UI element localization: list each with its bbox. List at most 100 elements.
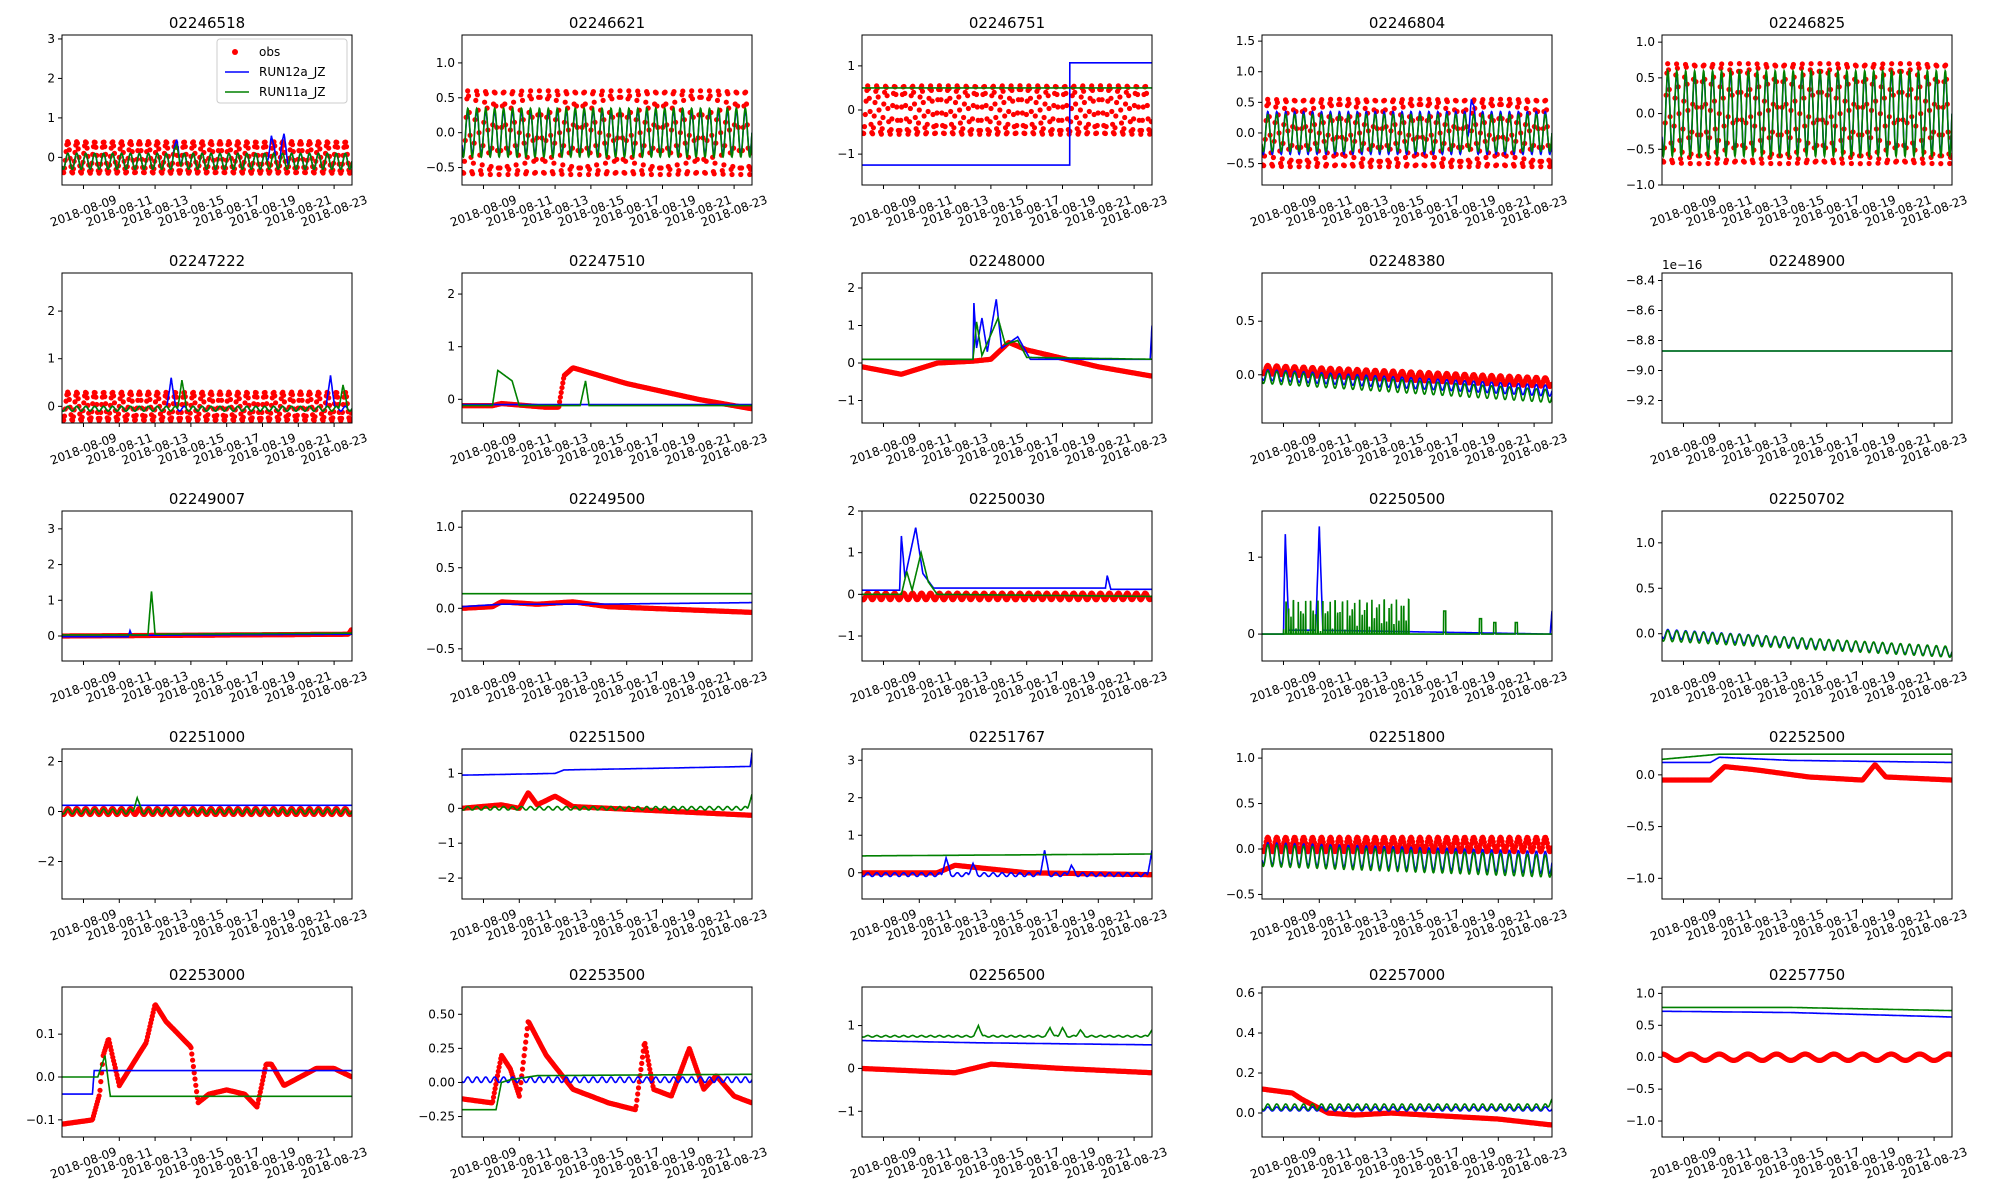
obs-point <box>120 399 126 405</box>
obs-point <box>1301 97 1307 103</box>
obs-point <box>303 413 309 419</box>
obs-point <box>231 170 237 176</box>
obs-point <box>1817 61 1823 67</box>
obs-point <box>1274 99 1280 106</box>
obs-point <box>1010 98 1016 104</box>
obs-point <box>1529 164 1535 170</box>
obs-point <box>1745 61 1751 67</box>
obs-point <box>101 389 107 396</box>
obs-point <box>343 139 349 145</box>
obs-point <box>1431 154 1438 161</box>
obs-point <box>681 97 687 103</box>
obs-point <box>235 140 242 146</box>
obs-point <box>227 396 234 403</box>
obs-point <box>251 401 257 407</box>
y-tick-label: −8.8 <box>1626 334 1655 348</box>
obs-point <box>164 140 170 146</box>
obs-point <box>67 404 73 410</box>
obs-point <box>573 90 579 96</box>
obs-point <box>65 391 72 397</box>
obs-point <box>339 415 345 421</box>
obs-point <box>885 105 891 112</box>
obs-point <box>219 397 225 403</box>
obs-point <box>1144 102 1150 109</box>
obs-point <box>536 88 543 94</box>
obs-point <box>1108 95 1114 101</box>
obs-point <box>747 171 752 178</box>
obs-point <box>929 98 935 104</box>
obs-point <box>867 108 873 115</box>
obs-point <box>74 390 80 396</box>
obs-point <box>1359 163 1365 169</box>
run12-line <box>862 527 1152 591</box>
obs-point <box>870 131 876 137</box>
obs-point <box>90 401 96 407</box>
obs-point <box>1031 125 1038 131</box>
obs-point <box>137 141 143 147</box>
obs-point <box>523 169 530 175</box>
obs-point <box>631 160 638 166</box>
obs-point <box>559 385 565 391</box>
obs-point <box>657 171 663 178</box>
subplot-02248380: 022483800.00.52018-08-092018-08-112018-0… <box>1236 252 1569 468</box>
obs-point <box>1534 98 1540 104</box>
obs-point <box>1013 130 1019 136</box>
y-tick-label: −1 <box>837 147 855 161</box>
obs-point <box>1094 122 1100 129</box>
obs-point <box>1417 96 1423 102</box>
obs-point <box>1143 90 1150 96</box>
obs-point <box>1126 93 1132 99</box>
obs-point <box>195 169 201 175</box>
obs-point <box>1319 104 1326 110</box>
obs-point <box>209 392 215 398</box>
obs-point <box>72 399 78 405</box>
obs-point <box>1346 100 1352 107</box>
obs-point <box>609 96 615 102</box>
obs-point <box>1006 108 1012 115</box>
obs-point <box>893 91 899 98</box>
obs-point <box>916 107 922 113</box>
obs-point <box>1004 130 1010 136</box>
y-tick-label: 1 <box>47 111 55 125</box>
axes-frame <box>1261 34 1553 186</box>
obs-point <box>623 158 629 164</box>
run11-line <box>1262 113 1552 153</box>
obs-point <box>938 97 944 103</box>
obs-point <box>1005 121 1011 127</box>
obs-point <box>1516 99 1522 106</box>
subplot-title: 02246751 <box>969 14 1045 32</box>
obs-point <box>299 397 305 403</box>
obs-point <box>555 92 561 98</box>
obs-point <box>1934 63 1940 69</box>
subplot-title: 02248900 <box>1769 252 1845 270</box>
obs-point <box>84 145 90 151</box>
obs-point <box>1467 159 1473 166</box>
obs-point <box>213 169 219 175</box>
obs-point <box>1068 119 1074 125</box>
subplot-02248900: 02248900−9.2−9.0−8.8−8.6−8.41e−162018-08… <box>1626 252 1969 468</box>
obs-point <box>1902 159 1908 165</box>
obs-point <box>698 94 704 100</box>
obs-point <box>959 131 965 137</box>
obs-point <box>952 99 959 106</box>
obs-point <box>124 412 130 418</box>
obs-point <box>872 99 878 106</box>
obs-point <box>917 94 923 100</box>
obs-point <box>1911 160 1917 166</box>
obs-point <box>123 169 130 175</box>
obs-point <box>128 392 134 398</box>
obs-point <box>640 162 646 168</box>
obs-point <box>227 140 233 147</box>
obs-point <box>1046 105 1052 112</box>
obs-point <box>141 170 147 176</box>
obs-point <box>210 398 216 404</box>
obs-point <box>693 169 700 176</box>
obs-point <box>889 116 895 122</box>
obs-point <box>1313 156 1319 162</box>
axes-frame <box>861 34 1153 186</box>
obs-point <box>1520 163 1526 169</box>
obs-point <box>1826 61 1832 67</box>
obs-point <box>957 107 963 113</box>
obs-point <box>1038 120 1044 126</box>
run11-line <box>62 143 352 171</box>
